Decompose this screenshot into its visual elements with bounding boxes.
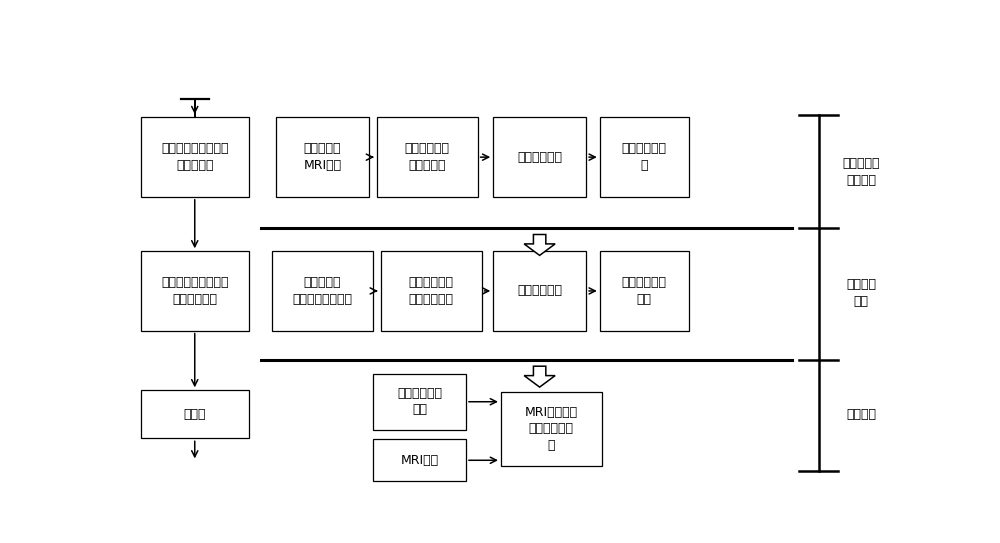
Bar [272,251,373,331]
Bar [493,117,586,197]
Bar [373,374,466,430]
Text: 肿瘤像素识别: 肿瘤像素识别 [517,150,562,163]
Bar [501,393,602,465]
Bar [377,117,478,197]
Polygon shape [524,235,555,255]
Text: 瘤内子区
分割: 瘤内子区 分割 [846,278,876,308]
Bar [140,390,249,438]
Bar [373,439,466,481]
Text: 肿瘤像素分类: 肿瘤像素分类 [517,285,562,298]
Text: MRI图像: MRI图像 [400,454,439,467]
Bar [493,251,586,331]
Text: 输入四模态
MRI图像: 输入四模态 MRI图像 [304,142,342,172]
Text: MRI脑肿瘤自
动定位与分割
图: MRI脑肿瘤自 动定位与分割 图 [525,406,578,452]
Bar [600,117,689,197]
Text: 瘤内子区域分
割图: 瘤内子区域分 割图 [397,387,442,416]
Text: 肿瘤定位网（全卷积
神经网络）: 肿瘤定位网（全卷积 神经网络） [161,142,228,172]
Bar [140,117,249,197]
Bar [140,251,249,331]
Polygon shape [524,366,555,387]
Text: 完整肿瘤定
位与分割: 完整肿瘤定 位与分割 [842,157,880,187]
Text: 完整肿瘤分割
图: 完整肿瘤分割 图 [622,142,667,172]
Bar [600,251,689,331]
Text: 完整肿瘤区
（肿瘤候选区域）: 完整肿瘤区 （肿瘤候选区域） [293,276,353,306]
Bar [276,117,369,197]
Text: 后处理: 后处理 [184,408,206,421]
Text: 偏移场修正及
数据标准化: 偏移场修正及 数据标准化 [405,142,450,172]
Text: 取肿瘤像素为
中心的图像块: 取肿瘤像素为 中心的图像块 [409,276,454,306]
Bar [381,251,482,331]
Text: 瘤内分类网（分类卷
积神经网络）: 瘤内分类网（分类卷 积神经网络） [161,276,228,306]
Text: 叠加显示: 叠加显示 [846,408,876,421]
Text: 瘤内子区域分
割图: 瘤内子区域分 割图 [622,276,667,306]
